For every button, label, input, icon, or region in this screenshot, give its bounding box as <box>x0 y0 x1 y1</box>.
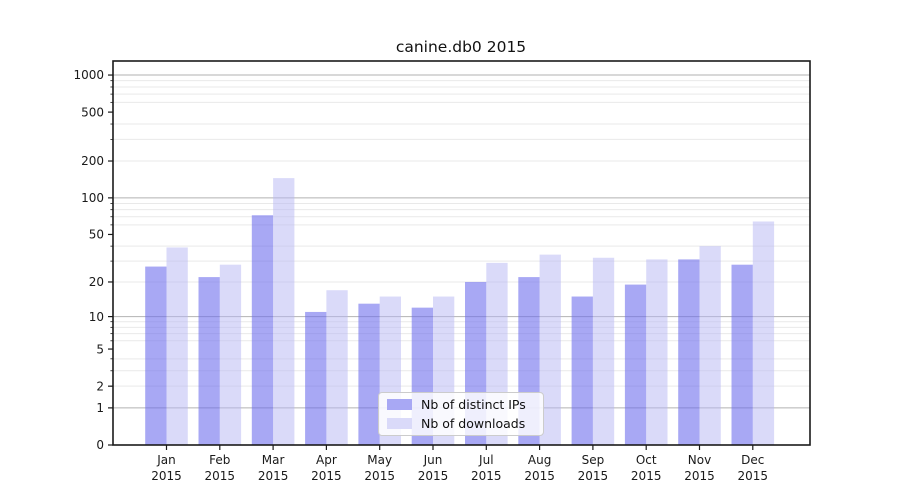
bar-jan-downloads <box>166 247 188 445</box>
legend-label-distinct-ips: Nb of distinct IPs <box>421 396 526 412</box>
bar-feb-downloads <box>219 264 242 445</box>
bar-may-distinct-ips <box>358 303 380 445</box>
x-tick-label: Nov 2015 <box>684 453 715 483</box>
x-tick-label: Sep 2015 <box>578 453 609 483</box>
y-tick-label: 50 <box>89 228 104 242</box>
x-tick-label: Feb 2015 <box>205 453 236 483</box>
chart-title: canine.db0 2015 <box>396 38 526 56</box>
x-tick-label: Jan 2015 <box>151 453 182 483</box>
bar-apr-distinct-ips <box>305 311 327 445</box>
legend-label-downloads: Nb of downloads <box>421 415 526 431</box>
bars-group <box>145 178 775 445</box>
bar-nov-distinct-ips <box>678 259 700 445</box>
plot-border <box>112 60 811 446</box>
bar-dec-distinct-ips <box>731 264 753 445</box>
bar-mar-distinct-ips <box>251 215 274 445</box>
bar-mar-downloads <box>273 178 295 445</box>
bar-nov-downloads <box>699 246 721 445</box>
bar-apr-downloads <box>326 290 348 445</box>
x-tick-label: Jul 2015 <box>471 453 502 483</box>
x-tick-label: Mar 2015 <box>258 453 289 483</box>
x-tick-label: Apr 2015 <box>311 453 342 483</box>
legend-swatch-distinct-ips <box>387 399 412 410</box>
legend: Nb of distinct IPs Nb of downloads <box>378 392 544 436</box>
axis-labels-group: 0 1 2 5 10 20 50 100 200 500 1000 Jan 2015 Feb 2015 Mar… <box>73 68 768 483</box>
y-tick-label: 200 <box>81 154 104 168</box>
y-tick-label: 500 <box>81 105 104 119</box>
bar-dec-downloads <box>752 221 775 445</box>
y-tick-label: 100 <box>81 191 104 205</box>
y-tick-label: 1 <box>96 401 104 415</box>
x-tick-label: Oct 2015 <box>631 453 662 483</box>
bar-oct-distinct-ips <box>624 284 647 445</box>
x-tick-label: Aug 2015 <box>524 453 555 483</box>
bar-jan-distinct-ips <box>145 266 167 445</box>
y-tick-label: 1000 <box>73 68 104 82</box>
legend-swatch-downloads <box>387 418 412 429</box>
bar-feb-distinct-ips <box>198 277 220 445</box>
x-tick-label: Dec 2015 <box>738 453 769 483</box>
bar-sep-distinct-ips <box>571 296 593 445</box>
legend-item-downloads: Nb of downloads <box>387 415 543 431</box>
axes-group <box>108 60 811 450</box>
legend-item-distinct-ips: Nb of distinct IPs <box>387 396 543 412</box>
bar-oct-downloads <box>646 259 668 445</box>
y-tick-label: 0 <box>96 438 104 452</box>
bar-sep-downloads <box>592 257 615 445</box>
bar-aug-downloads <box>539 254 561 445</box>
y-tick-label: 2 <box>96 379 104 393</box>
x-tick-label: Jun 2015 <box>418 453 449 483</box>
y-tick-label: 5 <box>96 342 104 356</box>
y-tick-label: 20 <box>89 275 104 289</box>
x-tick-label: May 2015 <box>364 453 395 483</box>
y-tick-label: 10 <box>89 310 104 324</box>
